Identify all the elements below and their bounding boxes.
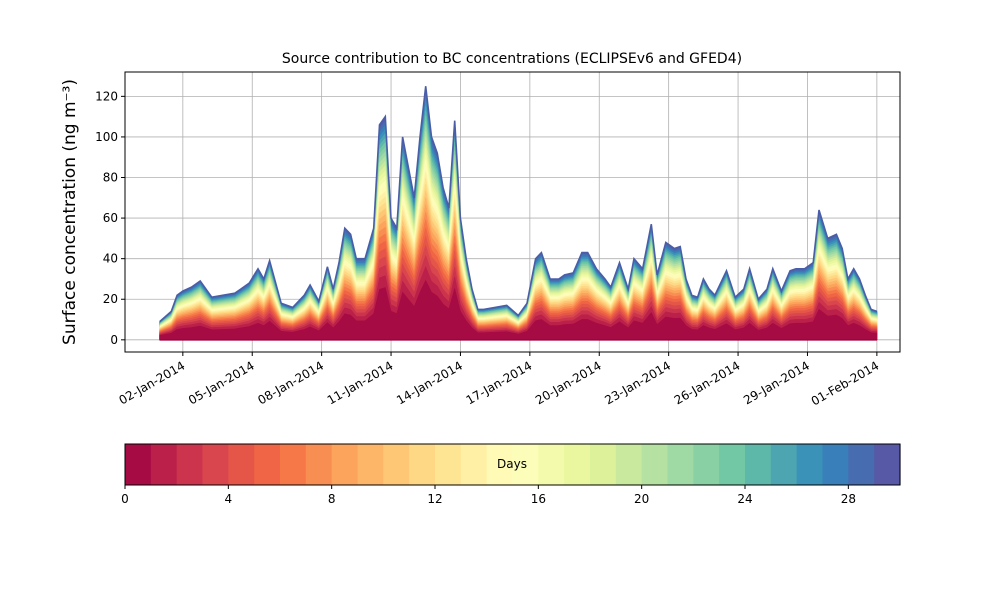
colorbar-segment-20	[641, 444, 669, 485]
colorbar-segment-24	[745, 444, 772, 485]
colorbar-segment-27	[822, 444, 849, 485]
colorbar-segment-15	[512, 444, 539, 485]
area-band-day-0	[159, 279, 878, 341]
x-tick-label: 11-Jan-2014	[325, 358, 396, 407]
y-axis: 0 20 40 60 80 100 120	[95, 89, 125, 347]
colorbar-segment-0	[125, 444, 152, 485]
colorbar-tick-label: 8	[328, 492, 336, 506]
x-tick-label: 05-Jan-2014	[186, 358, 257, 407]
colorbar-tick-label: 16	[531, 492, 546, 506]
colorbar-segment-16	[538, 444, 565, 485]
colorbar-segment-19	[615, 444, 643, 485]
x-tick-label: 29-Jan-2014	[741, 358, 812, 407]
colorbar-segment-10	[383, 444, 410, 485]
y-axis-label: Surface concentration (ng m⁻³)	[60, 79, 80, 345]
colorbar-segment-21	[667, 444, 694, 485]
colorbar-segment-29	[874, 444, 901, 485]
chart-title: Source contribution to BC concentrations…	[282, 51, 742, 67]
x-tick-label: 17-Jan-2014	[464, 358, 535, 407]
colorbar-tick-label: 20	[634, 492, 649, 506]
y-tick-label: 120	[95, 89, 118, 103]
x-axis: 02-Jan-201405-Jan-201408-Jan-201411-Jan-…	[117, 352, 882, 408]
y-tick-label: 20	[103, 292, 118, 306]
area-layer	[159, 86, 878, 341]
colorbar-label: Days	[497, 457, 527, 471]
y-tick-label: 100	[95, 130, 118, 144]
colorbar-segment-3	[202, 444, 229, 485]
colorbar-tick-label: 4	[225, 492, 233, 506]
colorbar-tick-label: 24	[737, 492, 752, 506]
colorbar-segment-28	[848, 444, 875, 485]
colorbar-segment-2	[176, 444, 204, 485]
x-tick-label: 02-Jan-2014	[117, 358, 188, 407]
colorbar-segment-4	[228, 444, 255, 485]
x-tick-label: 08-Jan-2014	[255, 358, 326, 407]
colorbar-segment-18	[590, 444, 617, 485]
colorbar: 0 4 8 12 16 20 24 28	[121, 443, 901, 506]
colorbar-tick-label: 28	[841, 492, 856, 506]
colorbar-segment-6	[280, 444, 307, 485]
colorbar-segment-25	[770, 444, 798, 485]
colorbar-segment-17	[564, 444, 591, 485]
colorbar-tick-label: 0	[121, 492, 129, 506]
x-tick-label: 01-Feb-2014	[809, 358, 882, 408]
colorbar-segment-12	[435, 444, 462, 485]
x-tick-label: 14-Jan-2014	[394, 358, 465, 407]
colorbar-segment-1	[150, 444, 178, 485]
colorbar-frame	[124, 443, 901, 486]
y-tick-label: 0	[110, 333, 118, 347]
colorbar-segment-11	[409, 444, 436, 485]
colorbar-segment-23	[719, 444, 746, 485]
y-tick-label: 40	[103, 252, 118, 266]
colorbar-segment-8	[331, 444, 359, 485]
x-tick-label: 23-Jan-2014	[602, 358, 673, 407]
total-outline	[159, 86, 878, 323]
colorbar-segment-5	[254, 444, 281, 485]
colorbar-segment-7	[305, 444, 333, 485]
colorbar-segment-26	[796, 444, 824, 485]
colorbar-segment-9	[357, 444, 384, 485]
x-tick-label: 26-Jan-2014	[672, 358, 743, 407]
y-tick-label: 60	[103, 211, 118, 225]
x-tick-label: 20-Jan-2014	[533, 358, 604, 407]
colorbar-segment-14	[486, 444, 514, 485]
colorbar-segment-13	[460, 444, 488, 485]
plot-frame	[124, 71, 901, 353]
y-tick-label: 80	[103, 171, 118, 185]
colorbar-segment-22	[693, 444, 720, 485]
colorbar-tick-label: 12	[427, 492, 442, 506]
